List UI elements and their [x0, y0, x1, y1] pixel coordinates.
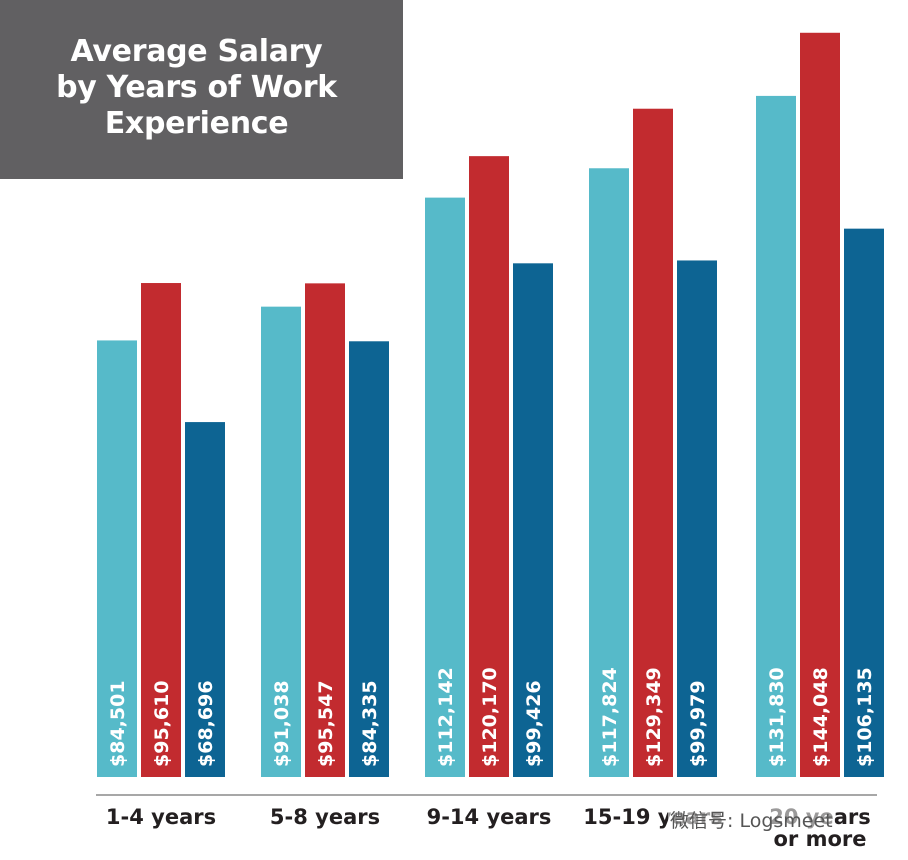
- data-label-3-series-3: $99,426: [523, 680, 545, 767]
- data-label-5-series-3: $106,135: [854, 667, 876, 767]
- data-label-2-series-3: $84,335: [359, 680, 381, 767]
- data-label-4-series-1: $117,824: [599, 667, 621, 767]
- chart-title-line-2: by Years of Work: [56, 70, 337, 105]
- bar-1-series-1: [97, 340, 137, 777]
- data-label-2-series-2: $95,547: [315, 680, 337, 767]
- data-label-4-series-2: $129,349: [643, 667, 665, 767]
- data-label-3-series-2: $120,170: [479, 667, 501, 767]
- bar-3-series-1: [425, 197, 465, 778]
- bar-2-series-1: [261, 306, 301, 777]
- data-label-1-series-3: $68,696: [195, 680, 217, 767]
- data-label-3-series-1: $112,142: [435, 667, 457, 767]
- category-label-1: 1-4 years: [106, 805, 216, 829]
- bar-4-series-2: [633, 108, 673, 778]
- bar-3-series-2: [469, 156, 509, 777]
- watermark: 微信号: Logsmeet: [668, 806, 835, 833]
- bar-5-series-3: [844, 228, 884, 778]
- data-label-1-series-2: $95,610: [151, 680, 173, 767]
- category-label-2: 5-8 years: [270, 805, 380, 829]
- bar-2-series-2: [305, 283, 345, 777]
- data-label-2-series-1: $91,038: [271, 680, 293, 767]
- bar-1-series-3: [185, 422, 225, 777]
- bar-5-series-2: [800, 32, 840, 778]
- bar-1-series-2: [141, 283, 181, 777]
- bar-5-series-1: [756, 95, 796, 777]
- data-label-5-series-1: $131,830: [766, 667, 788, 767]
- title-panel: Average Salary by Years of Work Experien…: [0, 0, 403, 179]
- bar-2-series-3: [349, 341, 389, 777]
- bar-4-series-3: [677, 260, 717, 777]
- data-label-4-series-3: $99,979: [687, 680, 709, 767]
- chart-title-line-1: Average Salary: [70, 34, 323, 69]
- data-label-5-series-2: $144,048: [810, 667, 832, 767]
- chart-title-line-3: Experience: [104, 106, 289, 141]
- data-label-1-series-1: $84,501: [107, 680, 129, 767]
- bar-4-series-1: [589, 168, 629, 777]
- category-label-3: 9-14 years: [427, 805, 552, 829]
- bar-3-series-3: [513, 263, 553, 778]
